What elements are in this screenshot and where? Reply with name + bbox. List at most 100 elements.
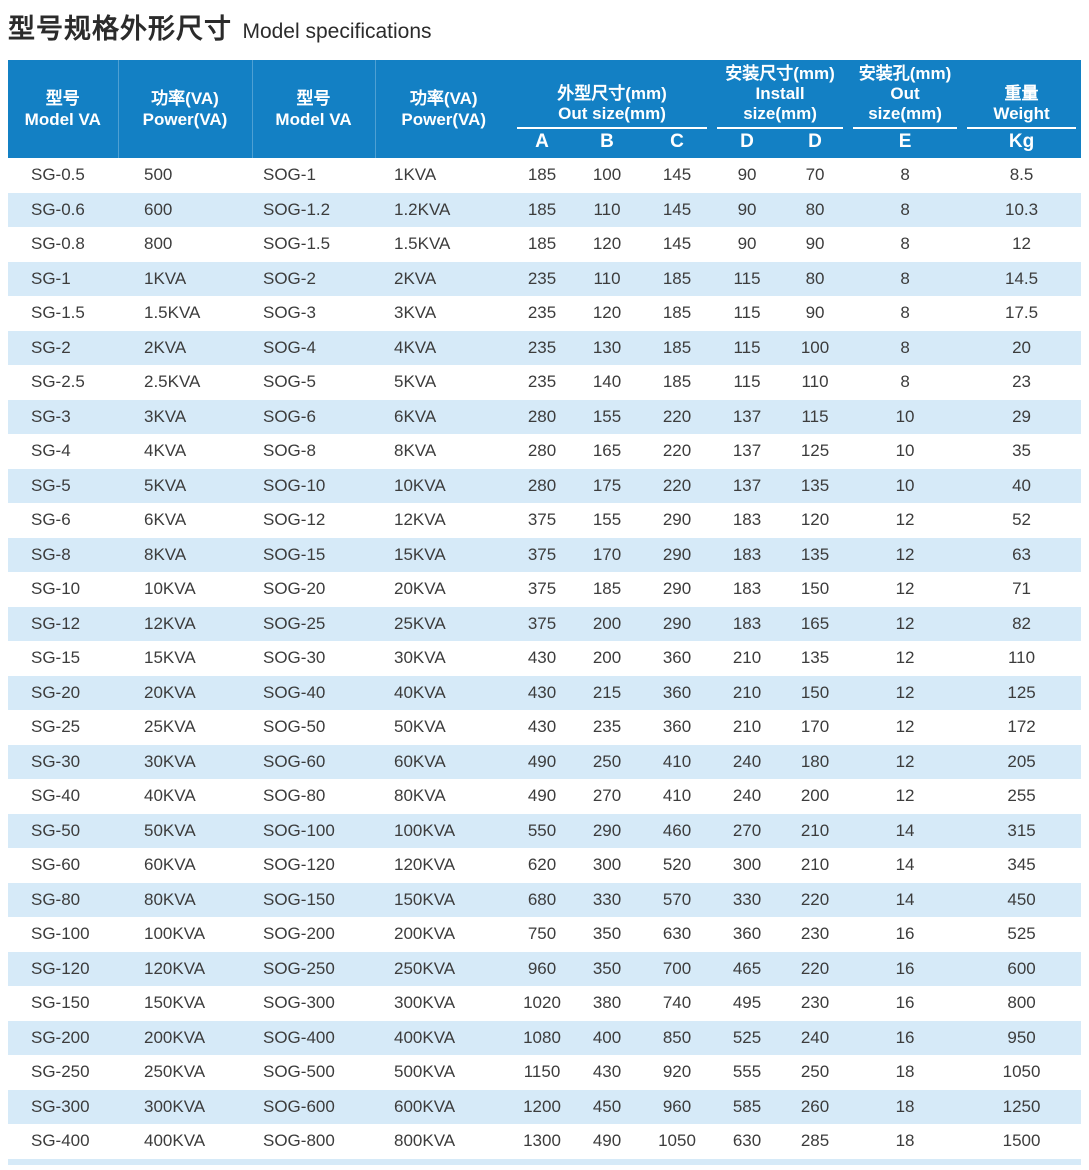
cell-model-2: SOG-60 <box>263 751 326 771</box>
cell-b: 350 <box>592 958 622 978</box>
cell-model-1: SG-60 <box>31 855 81 875</box>
cell-kg: 525 <box>1007 924 1036 944</box>
table-row: SG-12 12KVA SOG-25 25KVA 375 200 290 183 165 12 82 <box>8 606 1082 641</box>
cell-b: 155 <box>592 406 622 426</box>
cell-c: 290 <box>662 613 692 633</box>
cell-model-2: SOG-4 <box>263 337 316 357</box>
cell-a: 185 <box>527 199 557 219</box>
cell-d1: 90 <box>737 234 757 254</box>
header-model-1-zh: 型号 <box>45 89 80 108</box>
cell-c: 920 <box>662 1062 692 1082</box>
cell-c: 410 <box>662 751 692 771</box>
cell-a: 960 <box>527 958 557 978</box>
cell-power-1: 40KVA <box>144 786 196 806</box>
header-power-1-en: Power(VA) <box>142 110 228 129</box>
cell-model-1: SG-50 <box>31 820 81 840</box>
cell-d2: 180 <box>800 751 830 771</box>
cell-b: 330 <box>592 889 622 909</box>
cell-d1: 137 <box>732 406 762 426</box>
cell-d2: 210 <box>800 820 830 840</box>
header-sub-c: C <box>642 129 713 158</box>
cell-power-2: 150KVA <box>394 889 456 909</box>
table-row: SG-20 20KVA SOG-40 40KVA 430 215 360 210 150 12 12… <box>8 675 1082 710</box>
cell-power-2: 15KVA <box>394 544 446 564</box>
cell-power-1: 15KVA <box>144 648 196 668</box>
cell-b: 450 <box>592 1096 622 1116</box>
cell-model-1: SG-10 <box>31 579 81 599</box>
cell-b: 175 <box>592 475 622 495</box>
cell-b: 110 <box>593 268 621 288</box>
cell-c: 570 <box>662 889 692 909</box>
cell-model-2: SOG-200 <box>263 924 335 944</box>
cell-d2: 100 <box>800 337 830 357</box>
cell-a: 1080 <box>523 1027 561 1047</box>
cell-kg: 1050 <box>1002 1062 1041 1082</box>
header-group-install-hole-en: Out size(mm) <box>868 84 942 123</box>
cell-d1: 270 <box>732 820 762 840</box>
cell-e: 12 <box>895 682 915 702</box>
cell-model-1: SG-3 <box>31 406 71 426</box>
cell-d2: 200 <box>800 786 830 806</box>
cell-e: 8 <box>900 337 910 357</box>
cell-d1: 495 <box>732 993 762 1013</box>
spec-table: 型号 Model VA 功率(VA) Power(VA) 型号 Model VA… <box>8 60 1082 1159</box>
cell-d2: 240 <box>800 1027 830 1047</box>
cell-power-2: 12KVA <box>394 510 446 530</box>
cell-a: 235 <box>527 303 557 323</box>
cell-e: 12 <box>895 751 915 771</box>
header-model-1: 型号 Model VA <box>8 60 118 158</box>
cell-d1: 465 <box>732 958 762 978</box>
cell-power-2: 60KVA <box>394 751 446 771</box>
cell-c: 740 <box>662 993 692 1013</box>
cell-c: 220 <box>662 441 692 461</box>
cell-kg: 29 <box>1012 406 1031 426</box>
cell-d2: 90 <box>805 234 825 254</box>
cell-b: 380 <box>592 993 622 1013</box>
cell-model-1: SG-4 <box>31 441 71 461</box>
header-sub-e: E <box>848 129 963 158</box>
cell-power-2: 30KVA <box>394 648 446 668</box>
cell-e: 18 <box>895 1131 915 1151</box>
cell-power-2: 600KVA <box>394 1096 456 1116</box>
cell-kg: 20 <box>1012 337 1031 357</box>
cell-a: 235 <box>527 268 557 288</box>
page-title-zh: 型号规格外形尺寸 <box>8 14 232 44</box>
cell-d1: 137 <box>732 475 762 495</box>
table-row: SG-5 5KVA SOG-10 10KVA 280 175 220 137 135 10 40 <box>8 468 1082 503</box>
cell-c: 290 <box>662 544 692 564</box>
cell-a: 375 <box>527 510 557 530</box>
cell-c: 360 <box>662 648 692 668</box>
cell-model-2: SOG-250 <box>263 958 335 978</box>
cell-e: 12 <box>895 510 915 530</box>
header-group-weight: 重量 Weight <box>962 60 1082 129</box>
cell-power-1: 150KVA <box>144 993 206 1013</box>
cell-power-1: 600 <box>144 199 173 219</box>
cell-kg: 110 <box>1007 648 1036 668</box>
cell-d1: 210 <box>732 717 762 737</box>
cell-power-2: 120KVA <box>394 855 456 875</box>
cell-model-1: SG-15 <box>31 648 81 668</box>
cell-c: 185 <box>662 337 692 357</box>
cell-power-2: 4KVA <box>394 337 437 357</box>
table-row: SG-2 2KVA SOG-4 4KVA 235 130 185 115 100 8 20 <box>8 330 1082 365</box>
cell-a: 280 <box>527 441 557 461</box>
cell-c: 410 <box>662 786 692 806</box>
cell-kg: 172 <box>1007 717 1036 737</box>
cell-d1: 115 <box>733 303 761 323</box>
cell-d2: 170 <box>800 717 830 737</box>
cell-c: 145 <box>662 234 692 254</box>
cell-model-2: SOG-8 <box>263 441 316 461</box>
cell-power-2: 2KVA <box>394 268 437 288</box>
cell-c: 460 <box>662 820 692 840</box>
cell-power-2: 20KVA <box>394 579 446 599</box>
cell-e: 16 <box>895 1027 915 1047</box>
header-group-install-size: 安装尺寸(mm) Install size(mm) <box>712 60 849 129</box>
cell-power-2: 80KVA <box>394 786 446 806</box>
header-sub-d2: D <box>782 129 849 158</box>
cell-b: 100 <box>592 165 622 185</box>
cell-d2: 135 <box>800 475 830 495</box>
cell-b: 185 <box>592 579 622 599</box>
cell-e: 18 <box>895 1096 915 1116</box>
cell-power-1: 30KVA <box>144 751 196 771</box>
cell-kg: 8.5 <box>1009 165 1034 185</box>
